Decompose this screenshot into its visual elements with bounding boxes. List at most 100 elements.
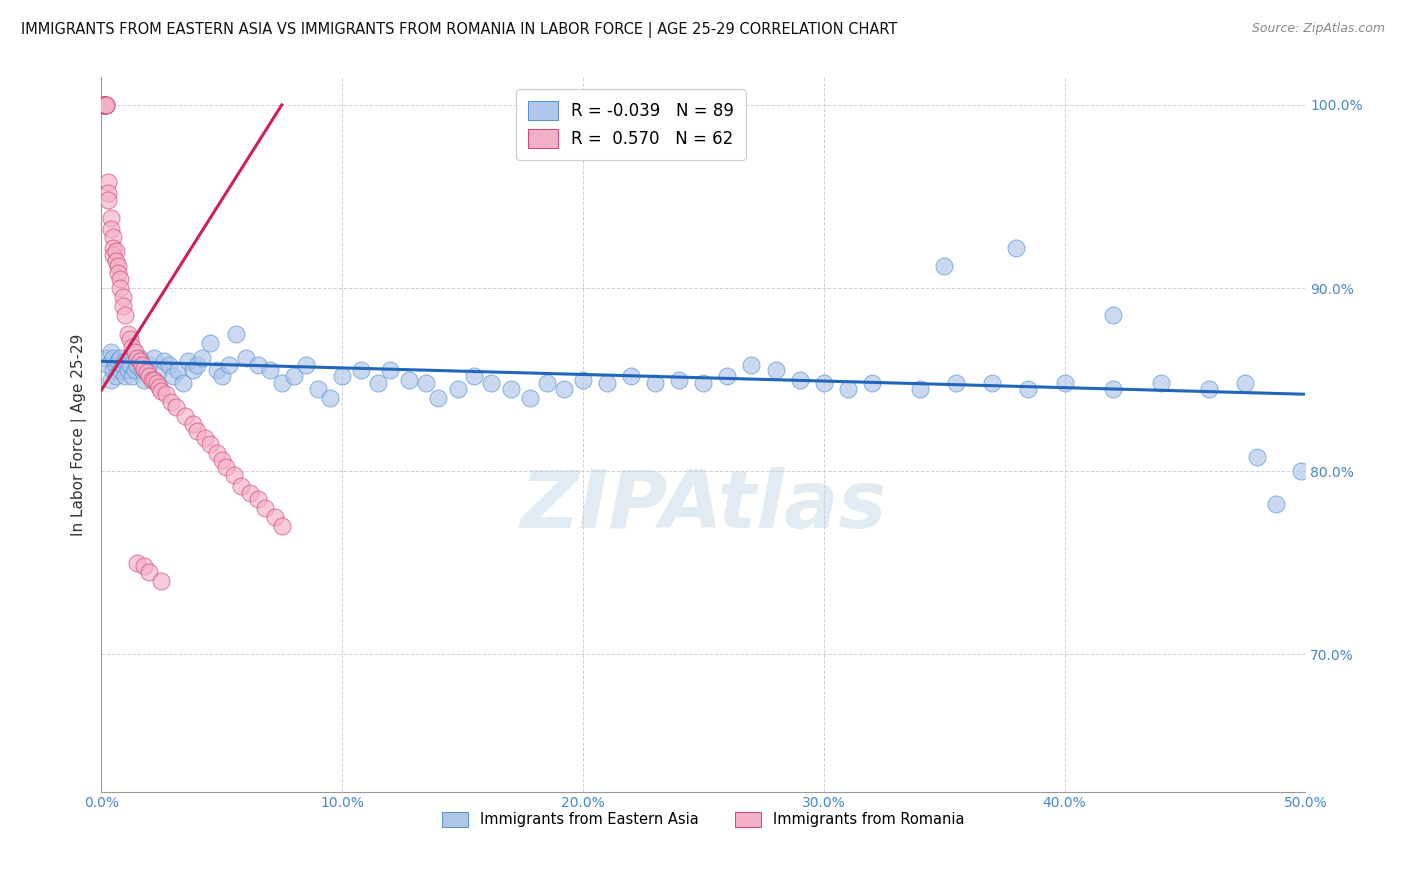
Point bbox=[415, 376, 437, 391]
Point bbox=[101, 229, 124, 244]
Point bbox=[932, 259, 955, 273]
Point bbox=[191, 351, 214, 365]
Point bbox=[218, 358, 240, 372]
Point bbox=[198, 335, 221, 350]
Point bbox=[211, 368, 233, 383]
Point bbox=[134, 373, 156, 387]
Point bbox=[211, 453, 233, 467]
Point bbox=[110, 281, 132, 295]
Point bbox=[93, 98, 115, 112]
Point bbox=[270, 519, 292, 533]
Legend: Immigrants from Eastern Asia, Immigrants from Romania: Immigrants from Eastern Asia, Immigrants… bbox=[434, 805, 972, 834]
Point bbox=[620, 368, 643, 383]
Point bbox=[186, 358, 208, 372]
Point bbox=[121, 340, 143, 354]
Point bbox=[181, 417, 204, 431]
Point bbox=[128, 351, 150, 365]
Point bbox=[104, 253, 127, 268]
Point bbox=[135, 365, 157, 379]
Point bbox=[499, 382, 522, 396]
Point bbox=[148, 380, 170, 394]
Point bbox=[1246, 450, 1268, 464]
Point bbox=[270, 376, 292, 391]
Point bbox=[104, 244, 127, 259]
Point bbox=[378, 363, 401, 377]
Point bbox=[1150, 376, 1173, 391]
Point bbox=[155, 387, 177, 401]
Point bbox=[124, 363, 146, 377]
Point bbox=[215, 460, 238, 475]
Point bbox=[837, 382, 859, 396]
Point bbox=[519, 391, 541, 405]
Point bbox=[198, 436, 221, 450]
Point bbox=[100, 211, 122, 226]
Y-axis label: In Labor Force | Age 25-29: In Labor Force | Age 25-29 bbox=[72, 334, 87, 536]
Point bbox=[111, 290, 134, 304]
Point bbox=[110, 272, 132, 286]
Point bbox=[205, 363, 228, 377]
Point bbox=[1053, 376, 1076, 391]
Point bbox=[596, 376, 619, 391]
Point bbox=[860, 376, 883, 391]
Point bbox=[100, 222, 122, 236]
Point bbox=[692, 376, 714, 391]
Point bbox=[150, 384, 173, 398]
Point bbox=[981, 376, 1004, 391]
Point bbox=[110, 363, 132, 377]
Point bbox=[172, 376, 194, 391]
Point bbox=[93, 98, 115, 112]
Point bbox=[134, 361, 156, 376]
Point bbox=[446, 382, 468, 396]
Point bbox=[553, 382, 575, 396]
Point bbox=[117, 326, 139, 341]
Point bbox=[427, 391, 450, 405]
Point bbox=[97, 358, 120, 372]
Point bbox=[1005, 241, 1028, 255]
Point bbox=[222, 467, 245, 482]
Point bbox=[229, 479, 252, 493]
Point bbox=[367, 376, 389, 391]
Point bbox=[398, 373, 420, 387]
Point bbox=[350, 363, 373, 377]
Point bbox=[150, 574, 173, 588]
Point bbox=[479, 376, 502, 391]
Point bbox=[1289, 464, 1312, 478]
Point bbox=[319, 391, 342, 405]
Point bbox=[141, 373, 163, 387]
Point bbox=[101, 363, 124, 377]
Point bbox=[813, 376, 835, 391]
Point bbox=[93, 98, 115, 112]
Point bbox=[128, 354, 150, 368]
Point bbox=[110, 351, 132, 365]
Point bbox=[94, 351, 117, 365]
Point bbox=[167, 363, 190, 377]
Point bbox=[330, 368, 353, 383]
Point bbox=[127, 351, 149, 365]
Point bbox=[945, 376, 967, 391]
Point bbox=[114, 368, 136, 383]
Point bbox=[124, 345, 146, 359]
Point bbox=[107, 266, 129, 280]
Point bbox=[157, 358, 180, 372]
Point bbox=[93, 98, 115, 112]
Point bbox=[118, 358, 141, 372]
Point bbox=[104, 368, 127, 383]
Point bbox=[177, 354, 200, 368]
Point bbox=[235, 351, 257, 365]
Point bbox=[100, 373, 122, 387]
Point bbox=[789, 373, 811, 387]
Point bbox=[186, 424, 208, 438]
Point bbox=[246, 491, 269, 506]
Point bbox=[114, 354, 136, 368]
Point bbox=[716, 368, 738, 383]
Point bbox=[101, 248, 124, 262]
Point bbox=[145, 376, 167, 391]
Point bbox=[127, 556, 149, 570]
Point bbox=[1234, 376, 1257, 391]
Point bbox=[143, 351, 166, 365]
Point bbox=[107, 354, 129, 368]
Point bbox=[225, 326, 247, 341]
Point bbox=[117, 363, 139, 377]
Point bbox=[263, 510, 285, 524]
Point bbox=[138, 565, 160, 579]
